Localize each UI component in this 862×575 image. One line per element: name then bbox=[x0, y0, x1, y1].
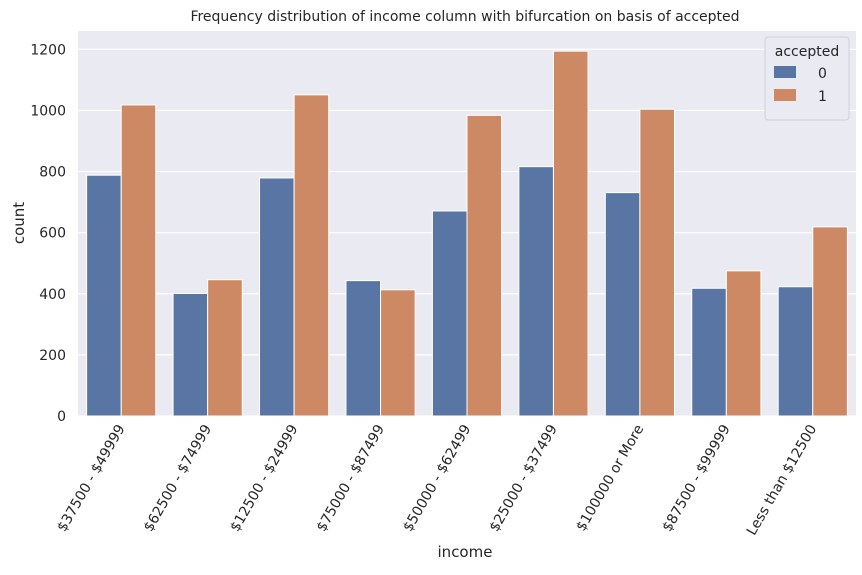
bar-series-1-4 bbox=[466, 114, 503, 417]
x-tick-label: Less than $12500 bbox=[744, 422, 820, 538]
y-tick-label: 0 bbox=[57, 409, 66, 425]
y-tick-label: 1000 bbox=[30, 103, 66, 119]
x-tick-label: $37500 - $49999 bbox=[54, 422, 128, 535]
y-axis-label: count bbox=[10, 202, 28, 244]
legend-title: accepted bbox=[775, 44, 839, 60]
x-tick-label: $75000 - $87499 bbox=[314, 422, 388, 535]
x-tick-label: $50000 - $62499 bbox=[400, 422, 474, 535]
legend-label-1: 1 bbox=[818, 89, 827, 105]
legend-swatch-0 bbox=[774, 66, 796, 78]
y-tick-label: 400 bbox=[39, 287, 66, 303]
bar-series-1-8 bbox=[812, 226, 848, 417]
bar-series-1-1 bbox=[207, 279, 243, 417]
x-tick-label: $25000 - $37499 bbox=[487, 422, 561, 535]
bars bbox=[86, 50, 848, 417]
bar-series-1-6 bbox=[639, 108, 675, 417]
x-axis-label: income bbox=[438, 543, 493, 561]
x-tick-label: $12500 - $24999 bbox=[227, 422, 301, 535]
y-tick-label: 200 bbox=[39, 348, 66, 364]
bar-series-0-1 bbox=[172, 292, 209, 417]
y-tick-label: 800 bbox=[39, 165, 66, 181]
x-tick-labels: $37500 - $49999 $62500 - $74999 $12500 - $… bbox=[54, 422, 820, 538]
y-tick-label: 1200 bbox=[30, 42, 66, 58]
legend-swatch-1 bbox=[774, 89, 796, 101]
bar-series-0-6 bbox=[604, 192, 641, 417]
bar-series-0-3 bbox=[345, 280, 382, 417]
bar-series-0-7 bbox=[691, 287, 727, 417]
x-tick-label: $62500 - $74999 bbox=[141, 422, 215, 535]
bar-series-0-0 bbox=[86, 174, 122, 417]
bar-series-1-5 bbox=[552, 50, 589, 417]
bar-series-1-7 bbox=[725, 270, 762, 417]
bar-series-1-0 bbox=[120, 104, 157, 417]
legend-label-0: 0 bbox=[818, 66, 827, 82]
x-tick-label: $100000 or More bbox=[573, 422, 647, 534]
y-tick-label: 600 bbox=[39, 226, 66, 242]
y-tick-labels: 0 200 400 600 800 1000 1200 bbox=[30, 42, 66, 425]
legend: accepted 0 1 bbox=[764, 36, 850, 121]
x-tick-label: $87500 - $99999 bbox=[660, 422, 734, 535]
bar-series-0-2 bbox=[259, 177, 295, 417]
bar-series-0-8 bbox=[777, 286, 814, 417]
chart-title: Frequency distribution of income column … bbox=[190, 9, 739, 25]
bar-series-1-3 bbox=[380, 289, 416, 417]
bar-series-0-4 bbox=[431, 210, 468, 417]
bar-series-0-5 bbox=[518, 166, 554, 417]
bar-series-1-2 bbox=[293, 94, 330, 417]
